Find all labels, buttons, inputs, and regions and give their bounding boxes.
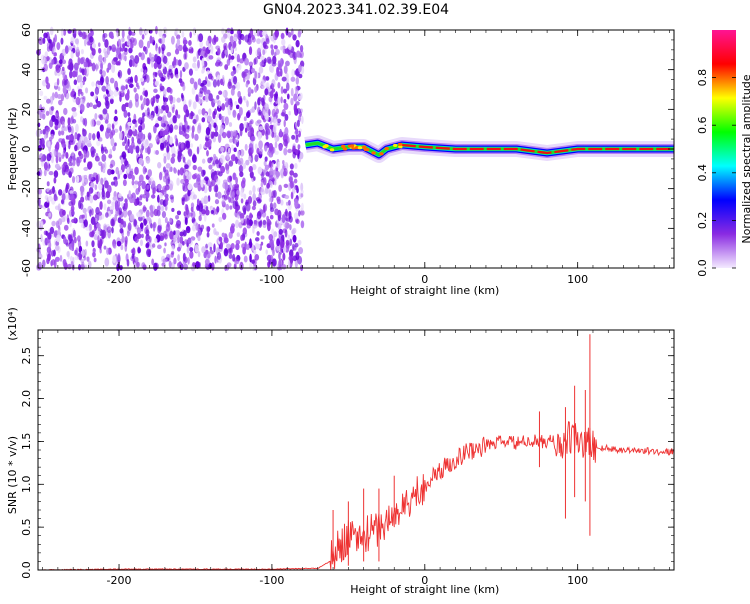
spectrogram-x-tick-label: -100 [259,273,284,286]
snr-multiplier-label: (x10⁴) [6,307,19,341]
spectrogram-y-tick-label: -40 [20,219,33,237]
signal-blob [371,151,376,155]
signal-track [304,135,674,163]
spectrogram-y-tick-label: 40 [20,63,33,77]
spectrogram-y-tick-label: -60 [20,259,33,277]
snr-x-tick-label: -200 [107,574,132,587]
signal-blob [361,145,367,149]
spectrogram-x-axis-label: Height of straight line (km) [350,284,499,297]
signal-blob [341,144,346,148]
figure-title: GN04.2023.341.02.39.E04 [263,2,449,18]
spectrogram-y-tick-label: 20 [20,102,33,116]
snr-y-tick-label: 0.5 [20,518,33,536]
snr-y-tick-label: 1.5 [20,433,33,451]
snr-line [38,421,675,571]
snr-panel: -200 -100 0 100 0.0 0.5 1.0 1.5 2.0 2.5 Height of… [6,307,675,596]
snr-y-tick-label: 2.0 [20,390,33,408]
signal-blob [397,142,403,146]
snr-x-tick-label: -100 [259,574,284,587]
spectrogram-y-tick-label: 0 [20,146,33,153]
colorbar-tick-label: 0.0 [696,259,709,277]
colorbar-tick-label: 0.6 [696,116,709,134]
snr-x-tick-label: 100 [567,574,588,587]
signal-blob [384,146,389,151]
noise-region [35,25,305,272]
snr-y-tick-label: 1.0 [20,476,33,494]
snr-x-axis-label: Height of straight line (km) [350,583,499,596]
signal-blob [342,147,348,151]
snr-y-tick-label: 0.0 [20,561,33,579]
colorbar: 0.0 0.2 0.4 0.6 0.8 Normalized spectral ampl… [696,30,750,277]
snr-series [38,334,675,571]
spectrogram-x-tick-label: 0 [421,273,428,286]
snr-ticks: -200 -100 0 100 0.0 0.5 1.0 1.5 2.0 2.5 [20,330,674,587]
colorbar-tick-label: 0.4 [696,164,709,182]
signal-blob [357,146,363,150]
signal-core [401,143,674,155]
snr-y-tick-label: 2.5 [20,347,33,365]
snr-y-axis-label: SNR (10 * v/v) [6,436,19,514]
colorbar-label: Normalized spectral amplitude [740,74,750,243]
signal-blob [347,144,353,148]
signal-blob [398,145,403,149]
signal-blob [324,144,329,148]
signal-blob [392,143,398,148]
spectrogram-y-axis-label: Frequency (Hz) [6,108,19,191]
colorbar-tick-label: 0.2 [696,212,709,230]
snr-x-tick-label: 0 [421,574,428,587]
colorbar-gradient [712,30,736,268]
spectrogram-y-tick-label: -20 [20,180,33,198]
spectrogram-y-tick-label: 60 [20,23,33,37]
colorbar-tick-label: 0.8 [696,69,709,87]
signal-blob [379,152,384,156]
signal-blob [329,148,335,152]
spectrogram-x-tick-label: 100 [567,273,588,286]
colorbar-ticks: 0.0 0.2 0.4 0.6 0.8 [696,69,736,277]
spectrogram-x-tick-label: -200 [107,273,132,286]
